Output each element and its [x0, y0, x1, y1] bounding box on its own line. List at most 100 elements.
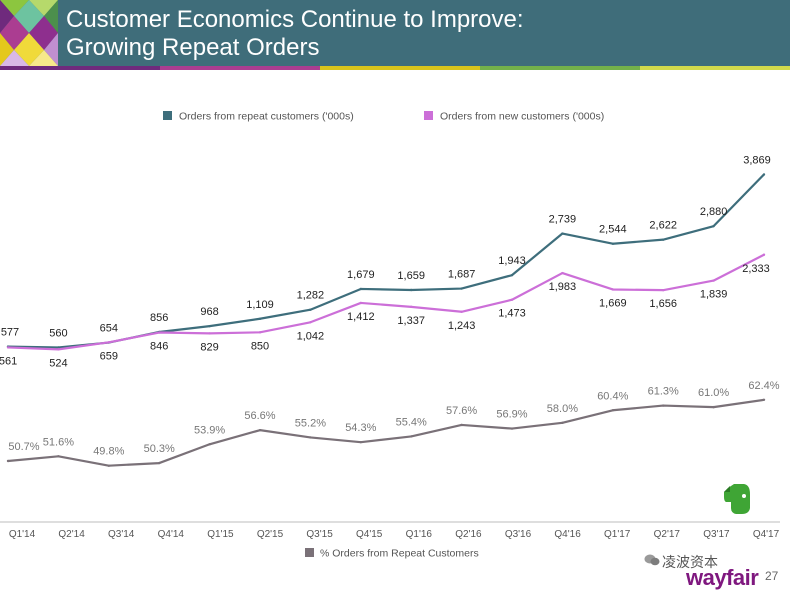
legend-label: Orders from new customers ('000s)	[440, 111, 604, 123]
data-point	[510, 298, 514, 301]
data-label: 60.4%	[597, 390, 628, 402]
data-label: 50.3%	[144, 443, 175, 455]
x-tick-label: Q1'15	[207, 529, 234, 540]
data-label: 2,739	[549, 214, 577, 226]
x-tick-label: Q2'14	[58, 529, 85, 540]
legend-swatch	[305, 548, 314, 557]
data-point	[359, 440, 362, 444]
data-point	[309, 308, 312, 311]
wayfair-pinwheel-logo	[0, 0, 58, 66]
data-point	[158, 461, 161, 465]
accent-stripe-5	[640, 66, 790, 70]
x-tick-label: Q4'14	[158, 529, 185, 540]
data-label: 1,337	[397, 315, 425, 327]
x-tick-label: Q3'14	[108, 529, 135, 540]
data-label: 61.3%	[648, 386, 679, 398]
data-label: 2,622	[649, 220, 677, 232]
x-tick-label: Q4'16	[554, 529, 581, 540]
data-label: 58.0%	[547, 403, 578, 415]
data-point	[712, 224, 715, 228]
data-point	[258, 317, 262, 320]
x-tick-label: Q2'17	[654, 529, 681, 540]
data-label: 1,042	[297, 330, 325, 342]
data-point	[561, 271, 564, 275]
data-label: 2,544	[599, 224, 627, 236]
data-label: 3,869	[743, 154, 771, 166]
data-label: 1,679	[347, 269, 375, 281]
page-title-line-2: Growing Repeat Orders	[66, 34, 320, 61]
series-line	[7, 173, 765, 349]
data-label: 53.9%	[194, 424, 225, 436]
data-label: 54.3%	[345, 422, 376, 434]
data-point	[6, 346, 10, 349]
data-label: 1,983	[549, 281, 577, 293]
watermark-text: 凌波资本	[662, 555, 718, 571]
data-label: 1,109	[246, 299, 274, 311]
x-tick-label: Q4'17	[753, 529, 780, 540]
x-tick-label: Q3'15	[306, 529, 333, 540]
data-label: 1,412	[347, 311, 375, 323]
data-point	[712, 279, 715, 282]
data-label: 55.4%	[396, 416, 427, 428]
data-label: 577	[1, 327, 19, 339]
accent-stripe-1	[0, 66, 160, 70]
data-point	[258, 331, 262, 334]
data-point	[309, 321, 312, 324]
accent-stripe-2	[160, 66, 320, 70]
data-point	[561, 232, 564, 235]
legend-label: % Orders from Repeat Customers	[320, 548, 479, 560]
wayfair-wordmark: wayfair	[686, 565, 759, 590]
x-tick-label: Q3'17	[703, 529, 730, 540]
data-label: 856	[150, 312, 168, 324]
x-tick-label: Q2'16	[455, 529, 482, 540]
legend-swatch	[163, 111, 172, 120]
data-point	[410, 435, 413, 438]
data-label: 1,943	[498, 255, 526, 267]
data-point	[309, 436, 312, 439]
data-label: 659	[100, 351, 118, 363]
data-point	[158, 331, 161, 334]
data-point	[107, 464, 111, 467]
x-tick-label: Q4'15	[356, 529, 383, 540]
legend-swatch	[424, 111, 433, 120]
data-label: 1,687	[448, 269, 476, 281]
data-point	[57, 348, 60, 351]
data-point	[611, 288, 614, 291]
data-point	[460, 310, 463, 313]
data-label: 1,282	[297, 290, 325, 302]
data-label: 1,656	[649, 298, 677, 310]
data-point	[712, 405, 715, 409]
data-label: 561	[0, 355, 17, 367]
data-point	[611, 409, 614, 412]
data-point	[410, 305, 413, 309]
data-point	[662, 404, 665, 407]
wechat-icon	[644, 554, 660, 566]
data-label: 829	[200, 341, 218, 353]
data-point	[208, 324, 211, 328]
series-line	[7, 253, 765, 351]
data-point	[460, 423, 463, 427]
data-label: 1,243	[448, 320, 476, 332]
data-label: 57.6%	[446, 405, 477, 417]
data-label: 846	[150, 341, 168, 353]
data-label: 850	[251, 340, 269, 352]
page-number: 27	[765, 569, 779, 583]
data-label: 968	[200, 306, 218, 318]
data-point	[662, 238, 665, 241]
header-bar	[0, 0, 790, 66]
data-point	[510, 427, 514, 430]
data-point	[57, 346, 60, 349]
data-point	[107, 341, 111, 344]
data-label: 62.4%	[748, 380, 779, 392]
data-label: 1,669	[599, 297, 627, 309]
data-label: 524	[49, 357, 67, 369]
data-point	[762, 173, 766, 176]
data-point	[762, 253, 766, 256]
data-label: 1,473	[498, 308, 526, 320]
data-point	[208, 443, 211, 446]
data-label: 51.6%	[43, 436, 74, 448]
data-label: 2,333	[742, 263, 770, 275]
data-label: 50.7%	[8, 441, 39, 453]
x-tick-label: Q1'16	[406, 529, 433, 540]
